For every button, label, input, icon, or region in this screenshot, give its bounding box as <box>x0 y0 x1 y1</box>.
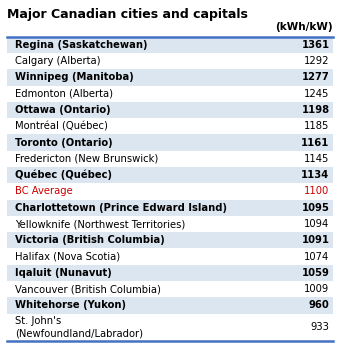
Text: Halifax (Nova Scotia): Halifax (Nova Scotia) <box>15 251 120 262</box>
Text: 960: 960 <box>309 300 330 310</box>
Bar <box>7 265 333 281</box>
Text: 1361: 1361 <box>301 40 330 50</box>
Text: Fredericton (New Brunswick): Fredericton (New Brunswick) <box>15 154 159 164</box>
Text: St. John's
(Newfoundland/Labrador): St. John's (Newfoundland/Labrador) <box>15 317 143 339</box>
Text: 1245: 1245 <box>304 89 330 99</box>
Text: Winnipeg (Manitoba): Winnipeg (Manitoba) <box>15 72 134 82</box>
Bar <box>7 134 333 151</box>
Text: Vancouver (British Columbia): Vancouver (British Columbia) <box>15 284 161 294</box>
Bar <box>7 297 333 314</box>
Text: 1091: 1091 <box>301 235 330 245</box>
Bar <box>7 102 333 118</box>
Text: Iqaluit (Nunavut): Iqaluit (Nunavut) <box>15 268 112 278</box>
Text: 1292: 1292 <box>304 56 330 66</box>
Bar <box>7 37 333 53</box>
Bar <box>7 200 333 216</box>
Text: 1277: 1277 <box>302 72 330 82</box>
Bar <box>7 216 333 232</box>
Bar <box>7 281 333 297</box>
Bar <box>7 53 333 69</box>
Text: Québec (Québec): Québec (Québec) <box>15 170 112 180</box>
Text: Edmonton (Alberta): Edmonton (Alberta) <box>15 89 113 99</box>
Text: 1009: 1009 <box>304 284 330 294</box>
Text: 1134: 1134 <box>301 170 330 180</box>
Text: (kWh/kW): (kWh/kW) <box>275 22 333 32</box>
Bar <box>7 69 333 85</box>
Bar <box>7 85 333 102</box>
Text: 1095: 1095 <box>302 203 330 213</box>
Text: 1198: 1198 <box>301 105 330 115</box>
Text: Whitehorse (Yukon): Whitehorse (Yukon) <box>15 300 126 310</box>
Text: 1094: 1094 <box>304 219 330 229</box>
Bar <box>7 232 333 248</box>
Text: Calgary (Alberta): Calgary (Alberta) <box>15 56 101 66</box>
Text: Major Canadian cities and capitals: Major Canadian cities and capitals <box>7 8 248 21</box>
Text: 933: 933 <box>311 322 330 332</box>
Text: Montréal (Québec): Montréal (Québec) <box>15 121 108 131</box>
Bar <box>7 183 333 200</box>
Text: Victoria (British Columbia): Victoria (British Columbia) <box>15 235 165 245</box>
Text: 1185: 1185 <box>304 121 330 131</box>
Text: 1059: 1059 <box>302 268 330 278</box>
Text: 1145: 1145 <box>304 154 330 164</box>
Text: Charlottetown (Prince Edward Island): Charlottetown (Prince Edward Island) <box>15 203 227 213</box>
Bar <box>7 314 333 341</box>
Text: Yellowknife (Northwest Territories): Yellowknife (Northwest Territories) <box>15 219 186 229</box>
Bar <box>7 248 333 265</box>
Bar <box>7 118 333 134</box>
Bar <box>7 167 333 183</box>
Text: Ottawa (Ontario): Ottawa (Ontario) <box>15 105 111 115</box>
Text: Toronto (Ontario): Toronto (Ontario) <box>15 138 113 147</box>
Text: 1161: 1161 <box>301 138 330 147</box>
Bar <box>7 151 333 167</box>
Text: 1074: 1074 <box>304 251 330 262</box>
Text: BC Average: BC Average <box>15 187 73 197</box>
Text: 1100: 1100 <box>304 187 330 197</box>
Text: Regina (Saskatchewan): Regina (Saskatchewan) <box>15 40 148 50</box>
